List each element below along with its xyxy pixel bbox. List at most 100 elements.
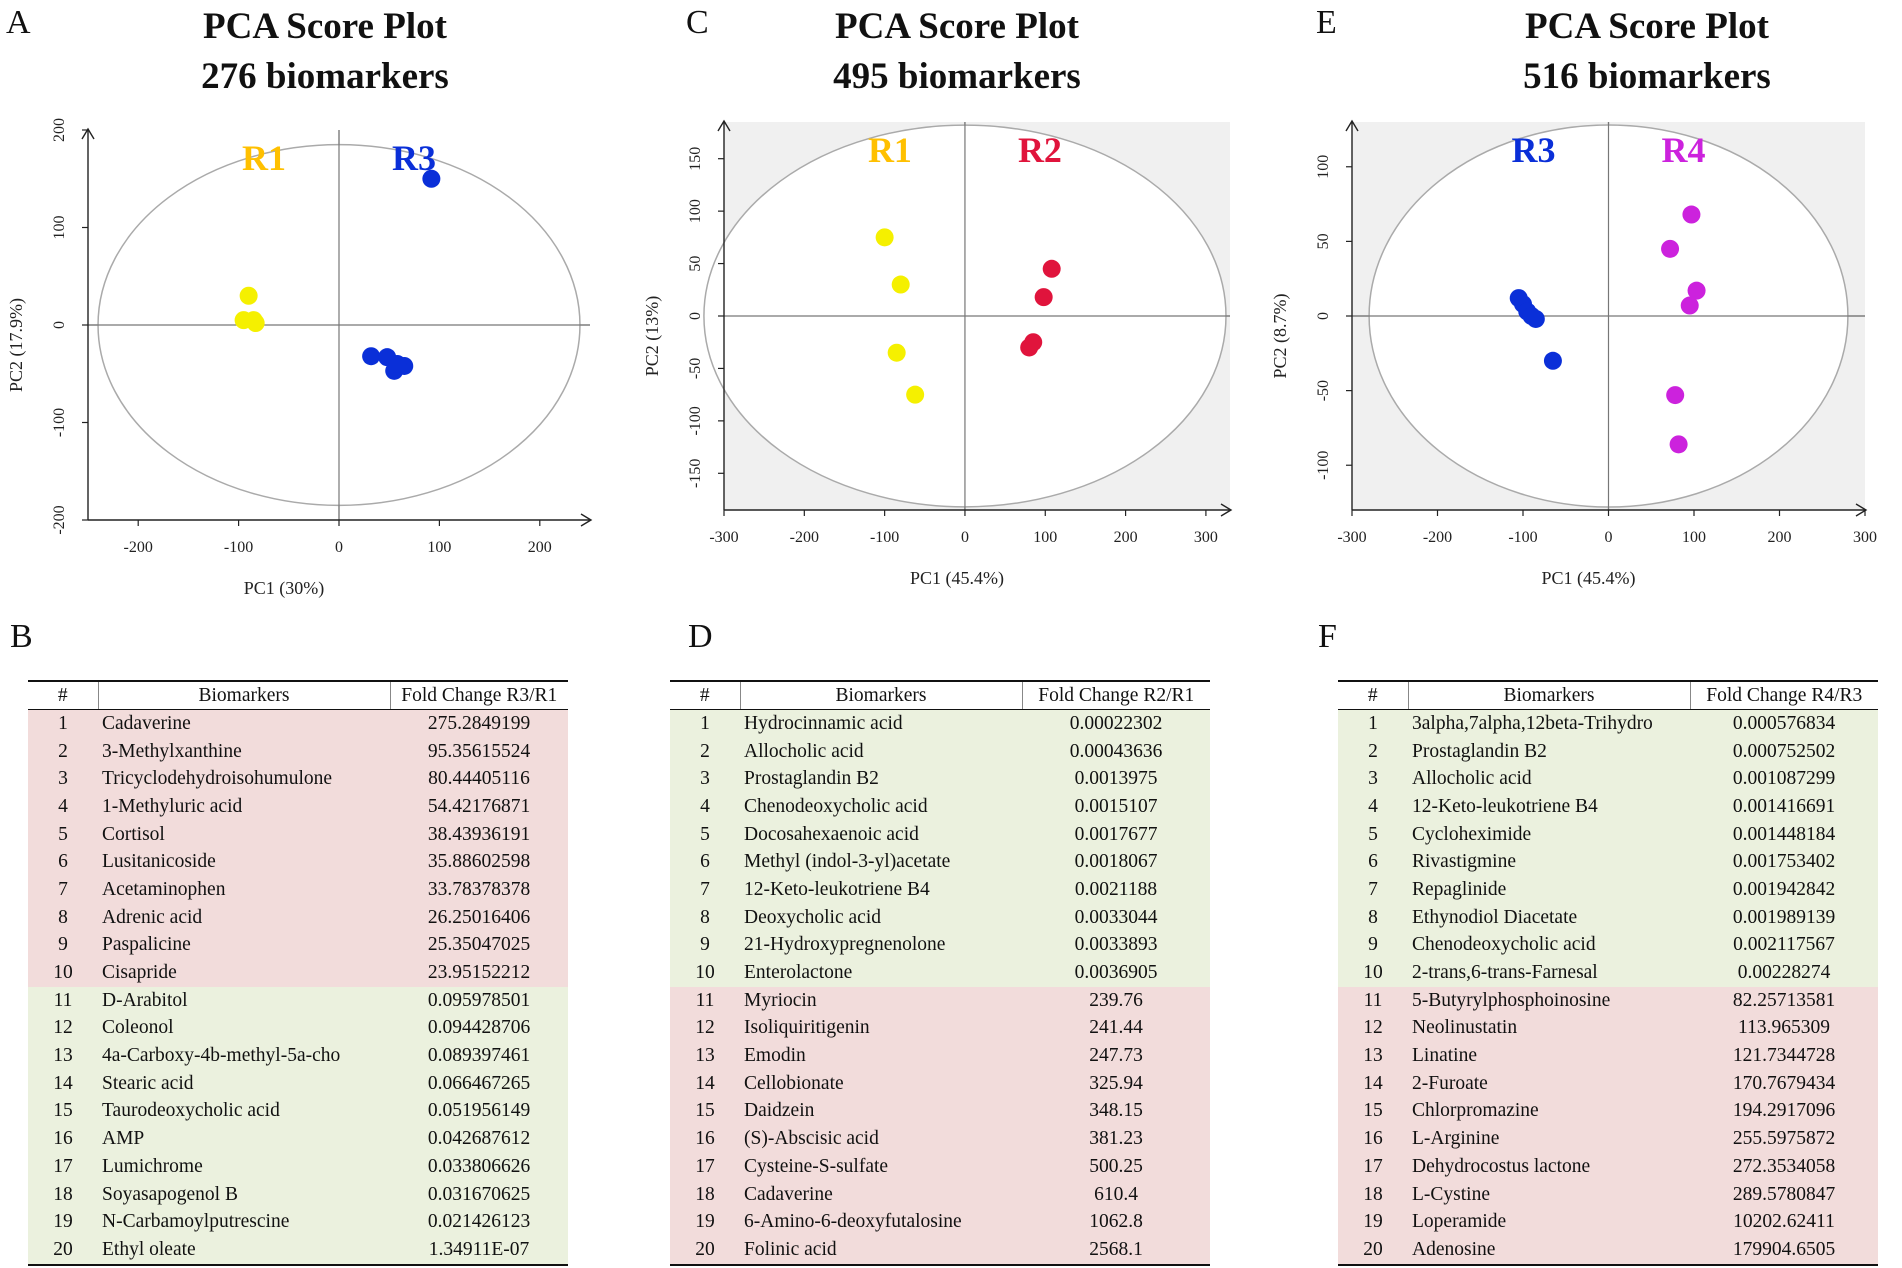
row-fold-change: 610.4 [1022,1180,1210,1209]
row-fold-change: 0.00022302 [1022,709,1210,738]
row-number: 18 [670,1180,740,1209]
x-tick-label: 300 [1853,529,1877,546]
x-tick-label: 200 [1768,529,1792,546]
table-row: 3 Prostaglandin B2 0.0013975 [670,765,1210,794]
row-fold-change: 0.0013975 [1022,765,1210,794]
pca-plot-e: -300 -200 -100 0 100 200 300 -100 -50 0 50 100 PC1 (… [1270,119,1877,589]
row-fold-change: 82.25713581 [1690,986,1878,1015]
row-fold-change: 0.00228274 [1690,959,1878,987]
table-row: 17 Cysteine-S-sulfate 500.25 [670,1153,1210,1181]
row-biomarker: Enterolactone [740,959,1022,987]
table-row: 18 Soyasapogenol B 0.031670625 [28,1180,568,1209]
row-biomarker: Daidzein [740,1097,1022,1126]
table-row: 1 3alpha,7alpha,12beta-Trihydro 0.00057683… [1338,709,1878,738]
row-biomarker: 6-Amino-6-deoxyfutalosine [740,1208,1022,1237]
y-tick-label: -100 [1315,451,1332,480]
row-number: 1 [1338,709,1408,738]
row-fold-change: 170.7679434 [1690,1069,1878,1098]
table-row: 4 1-Methyluric acid 54.42176871 [28,793,568,821]
row-number: 13 [1338,1042,1408,1070]
row-fold-change: 26.25016406 [390,903,568,932]
row-fold-change: 0.094428706 [390,1014,568,1043]
row-fold-change: 121.7344728 [1690,1042,1878,1070]
score-point-r3 [1543,351,1562,370]
row-number: 3 [28,765,98,794]
x-tick-label: 100 [427,539,451,556]
row-number: 12 [28,1014,98,1043]
row-fold-change: 0.00043636 [1022,737,1210,766]
row-number: 1 [28,709,98,738]
table-row: 12 Coleonol 0.094428706 [28,1014,568,1043]
row-fold-change: 0.0018067 [1022,848,1210,877]
row-number: 14 [1338,1069,1408,1098]
y-tick-label: 50 [687,256,704,272]
row-fold-change: 35.88602598 [390,848,568,877]
score-point-r1 [887,343,906,362]
x-tick-label: -300 [709,529,738,546]
row-fold-change: 0.051956149 [390,1097,568,1126]
row-number: 5 [1338,820,1408,849]
row-fold-change: 38.43936191 [390,820,568,849]
row-number: 9 [1338,931,1408,960]
row-fold-change: 2568.1 [1022,1236,1210,1266]
table-row: 2 Prostaglandin B2 0.000752502 [1338,737,1878,766]
col-header-number: # [28,680,98,710]
y-tick-label: -200 [51,505,68,534]
table-row: 6 Rivastigmine 0.001753402 [1338,848,1878,877]
row-biomarker: 1-Methyluric acid [98,793,390,821]
row-biomarker: Tricyclodehydroisohumulone [98,765,390,794]
y-tick-label: 100 [1315,155,1332,179]
row-fold-change: 381.23 [1022,1125,1210,1153]
pca-plot-a: -200 -100 0 100 200 -200 -100 0 100 200 PC1 (30%) P… [6,118,593,599]
table-row: 20 Adenosine 179904.6505 [1338,1236,1878,1266]
plot-title-line2: 516 biomarkers [1523,56,1771,97]
row-number: 3 [670,765,740,794]
score-point-r4 [1687,281,1706,300]
y-tick-label: -150 [687,459,704,488]
table-row: 10 Cisapride 23.95152212 [28,959,568,987]
row-fold-change: 0.0033893 [1022,931,1210,960]
score-point-r4 [1669,435,1688,454]
biomarker-table-d: # Biomarkers Fold Change R2/R1 1 Hydrocin… [670,680,1210,1266]
col-header-number: # [1338,680,1408,710]
row-biomarker: Isoliquiritigenin [740,1014,1022,1043]
row-biomarker: 2-trans,6-trans-Farnesal [1408,959,1690,987]
plot-title-a: PCA Score Plot 276 biomarkers [25,2,625,102]
col-header-biomarkers: Biomarkers [1407,680,1690,710]
row-biomarker: Chenodeoxycholic acid [1408,931,1690,960]
row-number: 5 [670,820,740,849]
table-row: 7 Repaglinide 0.001942842 [1338,876,1878,904]
panel-letter-c: C [686,4,709,41]
row-number: 13 [670,1042,740,1070]
row-number: 2 [670,737,740,766]
table-row: 7 12-Keto-leukotriene B4 0.0021188 [670,876,1210,904]
table-row: 13 4a-Carboxy-4b-methyl-5a-cho 0.089397461 [28,1042,568,1070]
row-biomarker: Taurodeoxycholic acid [98,1097,390,1126]
table-row: 20 Ethyl oleate 1.34911E-07 [28,1236,568,1266]
x-tick-label: -100 [1508,529,1537,546]
biomarker-table-f: # Biomarkers Fold Change R4/R3 1 3alpha,7… [1338,680,1878,1266]
row-biomarker: 3alpha,7alpha,12beta-Trihydro [1408,709,1690,738]
group-label-r1: R1 [868,130,912,170]
row-number: 14 [670,1069,740,1098]
row-biomarker: Methyl (indol-3-yl)acetate [740,848,1022,877]
row-biomarker: Cycloheximide [1408,820,1690,849]
row-biomarker: Allocholic acid [1408,765,1690,794]
group-label-r2: R2 [1018,130,1062,170]
table-row: 3 Tricyclodehydroisohumulone 80.44405116 [28,765,568,794]
table-row: 19 Loperamide 10202.62411 [1338,1208,1878,1237]
group-label-r1: R1 [242,138,286,178]
score-point-r2 [1020,338,1039,357]
score-point-r1 [906,385,925,404]
panel-letter-d: D [688,618,713,655]
row-biomarker: Ethynodiol Diacetate [1408,903,1690,932]
row-fold-change: 0.031670625 [390,1180,568,1209]
row-fold-change: 0.089397461 [390,1042,568,1070]
biomarker-table-b: # Biomarkers Fold Change R3/R1 1 Cadaveri… [28,680,568,1266]
row-biomarker: Allocholic acid [740,737,1022,766]
row-biomarker: Cadaverine [740,1180,1022,1209]
row-fold-change: 0.021426123 [390,1208,568,1237]
row-biomarker: Cysteine-S-sulfate [740,1153,1022,1181]
y-axis-arrow-icon [81,127,95,140]
x-tick-label: 100 [1033,529,1057,546]
